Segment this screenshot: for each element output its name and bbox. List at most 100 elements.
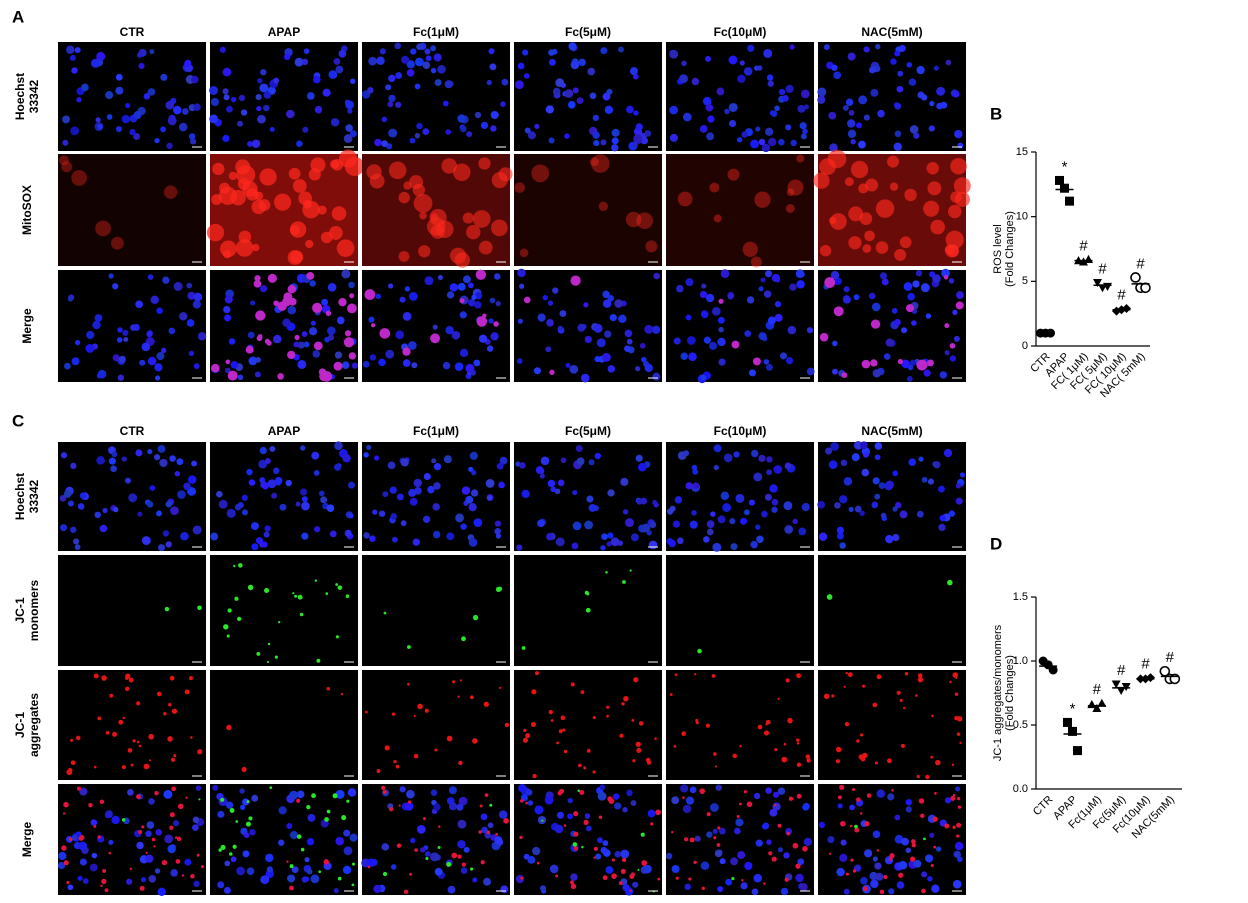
nucleus [671, 864, 680, 873]
nucleus [540, 456, 550, 466]
spot [174, 836, 178, 839]
spot [572, 842, 578, 847]
nucleus [309, 280, 316, 287]
nucleus [767, 137, 777, 147]
spot [654, 737, 657, 740]
y-axis-label: ROS level [992, 224, 1004, 274]
nucleus [583, 302, 589, 308]
micrograph [210, 441, 358, 551]
spot [870, 319, 881, 329]
spot [657, 877, 661, 881]
spot [483, 701, 489, 707]
spot [190, 736, 193, 739]
nucleus [885, 535, 894, 544]
nucleus [466, 131, 473, 138]
nucleus [147, 356, 157, 366]
spot [523, 296, 531, 304]
nucleus [957, 856, 963, 862]
spot [475, 269, 487, 280]
nucleus [392, 536, 398, 543]
spot [66, 880, 70, 885]
annotation: # [1136, 255, 1145, 272]
nucleus [903, 282, 913, 291]
spot [177, 803, 184, 810]
nucleus [744, 330, 752, 337]
nucleus [123, 336, 129, 342]
nucleus [330, 118, 340, 127]
nucleus [948, 278, 955, 284]
nucleus [219, 46, 227, 53]
spot [351, 883, 355, 887]
nucleus [706, 528, 714, 536]
nucleus [671, 796, 680, 805]
annotation: # [1079, 237, 1088, 254]
nucleus [191, 75, 199, 84]
spot [173, 754, 177, 758]
nucleus [460, 523, 467, 530]
nucleus [347, 788, 357, 797]
nucleus [388, 128, 398, 138]
spot [277, 373, 284, 380]
nucleus [876, 789, 886, 798]
spot [866, 793, 872, 798]
spot [95, 220, 111, 237]
nucleus [848, 109, 855, 116]
nucleus [105, 91, 114, 100]
nucleus [545, 346, 552, 353]
spot [156, 691, 162, 697]
spot [520, 799, 524, 803]
nucleus [894, 834, 904, 844]
spot [743, 790, 748, 794]
micrograph [813, 149, 971, 266]
nucleus [839, 542, 846, 549]
micrograph [206, 149, 365, 266]
nucleus [892, 470, 899, 477]
nucleus [911, 320, 917, 326]
nucleus [487, 822, 494, 829]
spot [286, 860, 289, 863]
spot [557, 791, 562, 796]
spot [949, 343, 956, 349]
nucleus [422, 61, 431, 70]
spot [904, 672, 909, 676]
spot [346, 799, 350, 803]
nucleus [224, 367, 231, 374]
nucleus [291, 866, 299, 873]
nucleus [401, 55, 410, 64]
spot [206, 223, 225, 242]
spot [694, 673, 697, 676]
y-tick-label: 0.5 [1013, 719, 1028, 731]
spot [916, 774, 920, 779]
nucleus [641, 523, 651, 533]
nucleus [154, 137, 160, 144]
spot [581, 845, 584, 849]
nucleus [523, 73, 530, 79]
nucleus [718, 827, 726, 835]
spot [573, 811, 579, 817]
spot [256, 335, 263, 342]
nucleus [67, 884, 74, 891]
nucleus [785, 124, 792, 131]
spot [669, 693, 673, 696]
nucleus [588, 504, 597, 512]
spot [850, 160, 869, 179]
micrograph [817, 42, 966, 152]
nucleus [306, 837, 315, 846]
nucleus [724, 108, 730, 115]
nucleus [802, 803, 810, 811]
nucleus [567, 797, 573, 804]
spot [949, 680, 952, 684]
nucleus [237, 374, 244, 381]
nucleus [442, 100, 449, 107]
nucleus [167, 844, 176, 854]
spot [618, 881, 623, 886]
nucleus [611, 137, 619, 145]
spot [321, 371, 333, 382]
nucleus [717, 886, 724, 892]
spot [927, 359, 934, 367]
nucleus [254, 371, 261, 378]
nucleus [149, 485, 156, 491]
red-haze [666, 154, 814, 266]
nucleus [519, 462, 526, 469]
nucleus [907, 292, 915, 301]
